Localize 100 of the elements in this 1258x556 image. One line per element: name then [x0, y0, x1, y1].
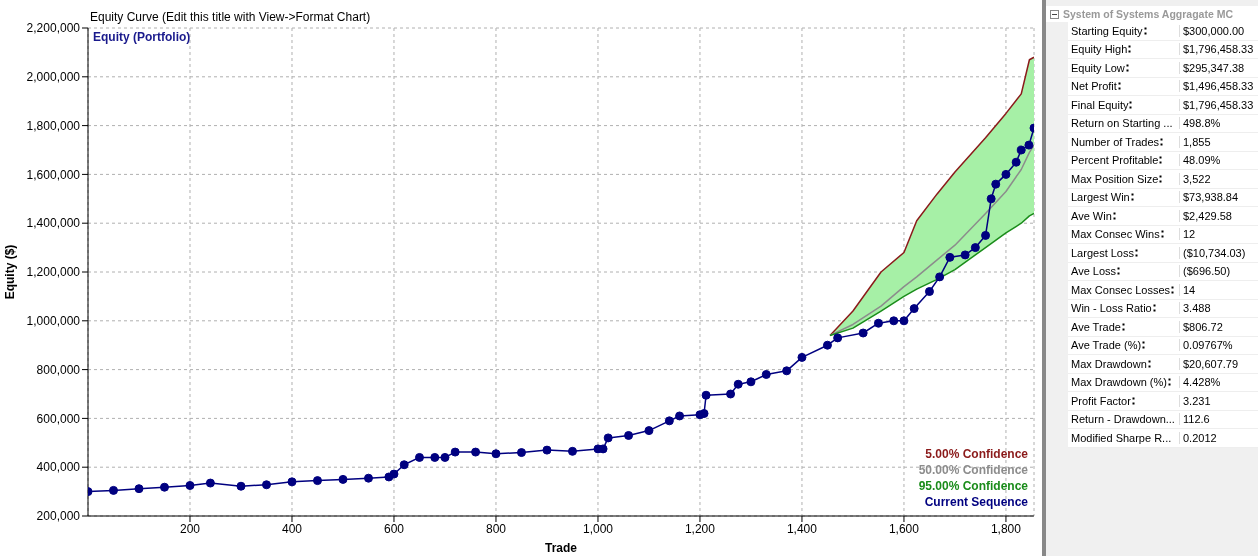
point — [109, 485, 118, 495]
point — [873, 318, 883, 328]
y-tick-label: 1,200,000 — [26, 265, 81, 280]
text: 50.00% Confidence — [918, 462, 1028, 478]
text: $20,607.79 — [1182, 357, 1239, 370]
point — [312, 476, 322, 486]
point — [644, 426, 654, 436]
category-label: Ave Trade (%) — [1071, 339, 1142, 352]
point — [1011, 157, 1021, 167]
point — [491, 449, 501, 459]
text: Current Sequence — [923, 494, 1028, 510]
point — [603, 433, 613, 443]
text: 0.2012 — [1182, 431, 1217, 444]
point — [909, 304, 919, 314]
point — [338, 474, 348, 484]
text: 5.00% Confidence — [924, 446, 1028, 462]
point — [1016, 145, 1026, 155]
y-axis-title: Equity ($) — [3, 244, 18, 300]
y-tick-label: 1,600,000 — [26, 167, 81, 182]
point — [991, 179, 1001, 189]
text: 48.09% — [1182, 154, 1221, 167]
point — [414, 452, 424, 462]
category-label: Profit Factor — [1071, 394, 1131, 407]
y-tick-label: 1,800,000 — [26, 118, 81, 133]
text: 95.00% Confidence — [918, 478, 1028, 494]
x-tick-label: 1,200 — [684, 521, 716, 536]
point — [664, 416, 674, 426]
category-label: Max Position Size — [1071, 172, 1159, 185]
chart-title: Equity Curve (Edit this title with View->Format Chart) — [90, 10, 371, 24]
text: 12 — [1182, 228, 1196, 241]
category-label: Max Drawdown — [1071, 357, 1147, 370]
text: ($10,734.03) — [1182, 246, 1246, 259]
point — [624, 430, 634, 440]
point — [567, 446, 577, 456]
text: 1,855 — [1182, 135, 1211, 148]
y-tick-label: 1,000,000 — [26, 314, 81, 329]
text: $1,796,458.33 — [1182, 43, 1254, 56]
point — [516, 448, 526, 458]
point — [761, 369, 771, 379]
category-label: Win - Loss Ratio — [1071, 302, 1152, 315]
x-axis-title: Trade — [544, 541, 578, 555]
point — [185, 481, 195, 490]
x-tick-label: 1,400 — [786, 521, 818, 536]
point — [858, 328, 868, 338]
text: 0.09767% — [1182, 339, 1233, 352]
text: 14 — [1182, 283, 1196, 296]
y-tick-label: 2,200,000 — [26, 21, 81, 36]
category-label: Max Drawdown (%) — [1071, 376, 1167, 389]
point — [822, 340, 832, 350]
point — [1024, 140, 1034, 150]
point — [986, 194, 996, 204]
point — [833, 333, 843, 343]
point — [542, 445, 552, 455]
x-tick-label: 1,600 — [888, 521, 920, 536]
point — [701, 390, 711, 400]
text: $1,496,458.33 — [1182, 80, 1254, 93]
point — [726, 389, 736, 399]
text: $1,796,458.33 — [1182, 98, 1254, 111]
text: 3.231 — [1182, 394, 1211, 407]
point — [450, 447, 460, 457]
point — [899, 316, 909, 326]
category-label: Number of Trades — [1071, 135, 1160, 148]
y-tick-label: 400,000 — [36, 460, 81, 475]
point — [981, 230, 991, 240]
point — [746, 377, 756, 387]
point — [205, 478, 215, 488]
point — [389, 469, 399, 479]
category-label: Modified Sharpe R... — [1071, 431, 1172, 444]
category-label: Percent Profitable — [1071, 154, 1159, 167]
x-tick-label: 200 — [179, 521, 201, 536]
category-label: Equity Low — [1071, 61, 1125, 74]
point — [889, 316, 899, 326]
point — [675, 411, 685, 421]
point — [960, 250, 970, 260]
category-label: Final Equity — [1071, 98, 1129, 111]
point — [261, 480, 271, 490]
chart-subtitle: Equity (Portfolio) — [93, 30, 191, 44]
category-label: Largest Loss — [1071, 246, 1134, 259]
category-label: Net Profit — [1071, 80, 1117, 93]
category-label: Ave Trade — [1071, 320, 1121, 333]
category-label: Ave Win — [1071, 209, 1112, 222]
point — [440, 452, 450, 462]
point — [287, 477, 297, 487]
category-label: Return - Drawdown... — [1071, 413, 1175, 426]
point — [970, 243, 980, 253]
text: $73,938.84 — [1182, 191, 1239, 204]
text: 112.6 — [1182, 413, 1210, 426]
y-tick-label: 800,000 — [36, 362, 81, 377]
point — [1001, 169, 1011, 179]
text: 498.8% — [1182, 117, 1221, 130]
text: ($696.50) — [1182, 265, 1231, 278]
point — [399, 460, 409, 470]
point — [782, 366, 792, 376]
text: $295,347.38 — [1182, 61, 1245, 74]
category-label: Return on Starting ... — [1071, 117, 1173, 130]
point — [699, 409, 709, 419]
text: 4.428% — [1182, 376, 1221, 389]
point — [363, 473, 373, 483]
category-label: Ave Loss — [1071, 265, 1117, 278]
x-tick-label: 400 — [281, 521, 303, 536]
